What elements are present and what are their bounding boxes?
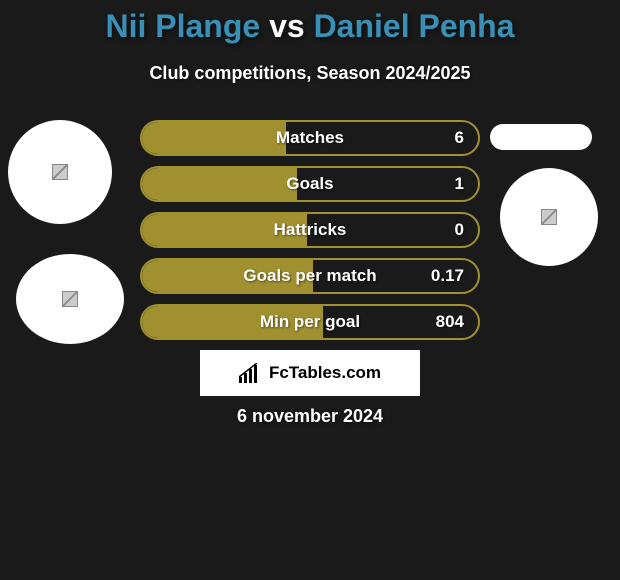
stat-value: 0.17: [431, 266, 464, 286]
stat-label: Goals per match: [243, 266, 376, 286]
branding-badge: FcTables.com: [200, 350, 420, 396]
stats-container: Matches 6 Goals 1 Hattricks 0 Goals per …: [140, 120, 480, 350]
bar-chart-icon: [239, 363, 263, 383]
player1-avatar: [8, 120, 112, 224]
stat-row-matches: Matches 6: [140, 120, 480, 156]
stat-label: Min per goal: [260, 312, 360, 332]
stat-value: 1: [455, 174, 464, 194]
stat-row-min-per-goal: Min per goal 804: [140, 304, 480, 340]
player1-avatar-placeholder-icon: [52, 164, 68, 180]
stat-row-hattricks: Hattricks 0: [140, 212, 480, 248]
stat-label: Hattricks: [274, 220, 347, 240]
player2-avatar: [490, 124, 592, 150]
subtitle: Club competitions, Season 2024/2025: [0, 63, 620, 84]
stat-row-goals-per-match: Goals per match 0.17: [140, 258, 480, 294]
stat-fill: [142, 168, 297, 200]
comparison-title: Nii Plange vs Daniel Penha: [0, 0, 620, 45]
date-label: 6 november 2024: [0, 406, 620, 427]
player1-club-placeholder-icon: [62, 291, 78, 307]
title-player2: Daniel Penha: [314, 8, 515, 44]
stat-fill: [142, 122, 286, 154]
stat-value: 804: [436, 312, 464, 332]
player2-club-placeholder-icon: [541, 209, 557, 225]
branding-text: FcTables.com: [269, 363, 381, 383]
stat-value: 0: [455, 220, 464, 240]
player1-club-logo: [16, 254, 124, 344]
stat-label: Matches: [276, 128, 344, 148]
player2-club-logo: [500, 168, 598, 266]
stat-row-goals: Goals 1: [140, 166, 480, 202]
title-vs: vs: [269, 8, 305, 44]
title-player1: Nii Plange: [105, 8, 260, 44]
stat-value: 6: [455, 128, 464, 148]
stat-label: Goals: [286, 174, 333, 194]
